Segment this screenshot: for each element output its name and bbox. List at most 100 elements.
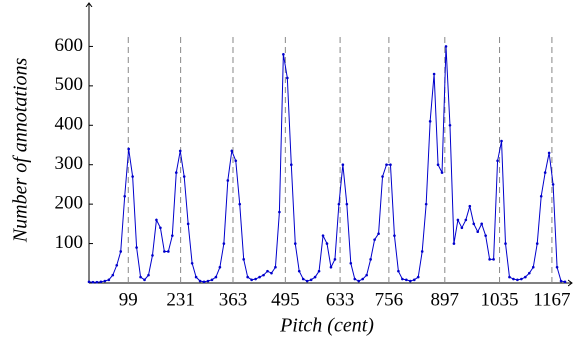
point (389, 163, 392, 167)
point (385, 163, 388, 167)
point (293, 242, 297, 245)
point (99, 280, 103, 284)
x-tick-label: 1035 (481, 289, 519, 310)
point (528, 271, 531, 275)
point (369, 258, 372, 261)
point (111, 273, 115, 277)
point (496, 159, 499, 163)
point (254, 277, 257, 281)
x-tick-label: 363 (219, 289, 248, 310)
point (401, 277, 404, 281)
point (266, 269, 269, 273)
point (321, 234, 325, 237)
point (135, 246, 138, 249)
point (250, 278, 253, 282)
point (476, 230, 480, 234)
point (432, 72, 436, 76)
x-tick-label: 897 (431, 289, 460, 310)
y-axis-label: Number of annotations (10, 58, 32, 244)
x-tick-label: 99 (119, 289, 138, 310)
point (171, 234, 174, 237)
point (202, 280, 206, 284)
y-tick-label: 300 (55, 153, 84, 174)
point (147, 273, 150, 277)
point (159, 226, 162, 230)
point (377, 232, 380, 236)
point (555, 265, 559, 269)
point (353, 277, 357, 281)
point (290, 163, 293, 167)
y-tick-label: 400 (55, 114, 84, 135)
point (436, 163, 440, 167)
x-axis-label: Pitch (cent) (279, 315, 374, 337)
point (412, 278, 416, 282)
point (163, 250, 166, 253)
x-tick-label: 495 (271, 289, 300, 310)
point (480, 222, 484, 226)
point (543, 171, 547, 174)
point (210, 278, 214, 282)
point (123, 194, 126, 198)
point (313, 275, 317, 279)
point (309, 278, 313, 282)
point (182, 175, 186, 178)
point (317, 269, 321, 273)
y-tick-label: 600 (55, 35, 84, 56)
point (262, 273, 265, 277)
point (95, 280, 99, 284)
point (512, 277, 515, 281)
point (508, 275, 511, 279)
point (278, 210, 281, 214)
point (468, 204, 472, 208)
point (416, 275, 420, 279)
line (88, 46, 566, 283)
x-tick-label: 1167 (533, 289, 570, 310)
point (91, 280, 95, 284)
point (504, 242, 507, 245)
point (115, 263, 119, 267)
point (206, 279, 210, 283)
point (535, 242, 539, 245)
point (325, 242, 329, 245)
point (297, 269, 301, 273)
point (547, 151, 551, 155)
point (484, 234, 487, 237)
point (460, 226, 464, 230)
point (155, 218, 158, 222)
point (301, 277, 305, 281)
point (234, 159, 238, 163)
point (226, 179, 230, 182)
point (397, 269, 400, 273)
point (174, 171, 178, 174)
point (282, 53, 285, 56)
point (218, 265, 222, 269)
point (373, 238, 376, 241)
point (531, 265, 535, 269)
point (246, 275, 249, 279)
point (409, 279, 412, 283)
point (127, 147, 130, 151)
point (194, 275, 198, 279)
x-tick-label: 633 (326, 289, 355, 310)
point (270, 271, 273, 275)
point (448, 123, 452, 127)
point (258, 275, 261, 279)
point (151, 254, 154, 257)
point (428, 120, 432, 123)
y-tick-label: 200 (55, 193, 84, 214)
point (559, 279, 563, 283)
point (361, 277, 365, 281)
point (305, 279, 309, 283)
point (341, 163, 345, 167)
point (357, 279, 361, 283)
point (551, 183, 555, 186)
point (440, 171, 444, 174)
point (274, 265, 277, 269)
point (333, 258, 337, 261)
point (190, 261, 194, 265)
point (230, 149, 234, 153)
point (520, 277, 523, 281)
point (444, 45, 448, 48)
point (186, 222, 190, 226)
point (456, 218, 460, 222)
